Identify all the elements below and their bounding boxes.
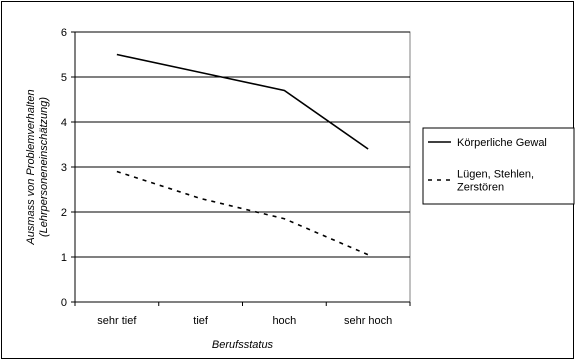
x-tick-label: hoch bbox=[272, 315, 296, 327]
series-lines bbox=[116, 53, 369, 256]
axes: 0 1 2 3 4 5 6 sehr tief tief hoch sehr hoch Berufss… bbox=[25, 27, 411, 351]
y-tick-label: 1 bbox=[61, 252, 67, 264]
legend-box bbox=[422, 127, 575, 205]
legend: Körperliche Gewal Lügen, Stehlen,Zerstöre… bbox=[422, 127, 575, 205]
y-axis-title-line: (Lehrpersoneneinschätzung) bbox=[38, 97, 50, 237]
legend-label-2: Lügen, Stehlen, bbox=[457, 169, 534, 181]
x-axis-title: Berufsstatus bbox=[212, 339, 274, 351]
legend-label-1: Körperliche Gewal bbox=[457, 137, 547, 149]
x-tick-label: sehr hoch bbox=[344, 315, 392, 327]
y-tick-label: 5 bbox=[61, 72, 67, 84]
x-tick-label: tief bbox=[193, 315, 209, 327]
legend-label-2: Zerstören bbox=[457, 182, 504, 194]
y-tick-label: 3 bbox=[61, 162, 67, 174]
y-tick-label: 4 bbox=[61, 117, 67, 129]
y-axis-title-line: Ausmass von Problemverhalten bbox=[25, 89, 37, 245]
series-line-1 bbox=[116, 53, 369, 150]
y-tick-label: 6 bbox=[61, 27, 67, 39]
series-line-2 bbox=[116, 170, 369, 256]
x-tick-label: sehr tief bbox=[97, 315, 137, 327]
y-tick-label: 2 bbox=[61, 207, 67, 219]
y-tick-label: 0 bbox=[61, 297, 67, 309]
